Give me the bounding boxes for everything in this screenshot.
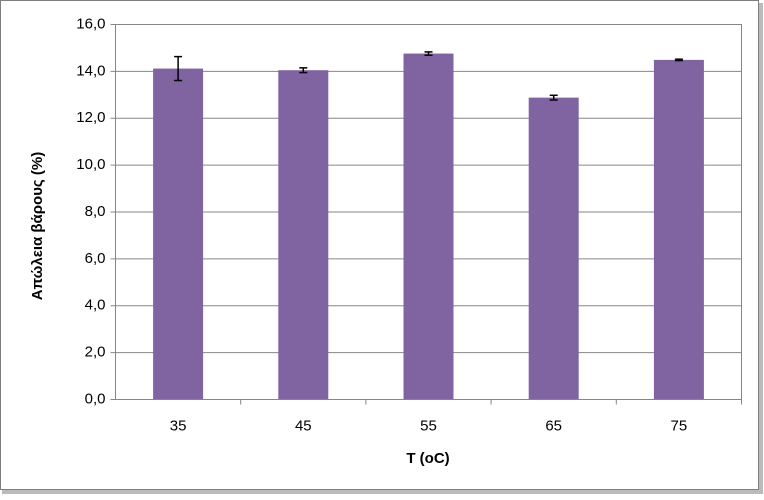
error-bar <box>299 67 308 74</box>
y-tick-label: 0,0 <box>85 390 106 407</box>
y-tick-label: 6,0 <box>85 250 106 267</box>
bar <box>403 53 454 400</box>
x-axis-title: T (oC) <box>406 450 449 467</box>
bar <box>528 97 579 400</box>
y-axis-title: Απώλεια βάρους (%) <box>29 152 46 300</box>
error-bar <box>674 58 683 62</box>
x-tick-label: 55 <box>420 417 437 434</box>
y-tick-label: 8,0 <box>85 203 106 220</box>
chart-frame <box>0 0 759 490</box>
x-tick-label: 35 <box>170 417 187 434</box>
x-tick-label: 75 <box>671 417 688 434</box>
error-bar <box>549 94 558 101</box>
x-tick-label: 45 <box>295 417 312 434</box>
y-tick-label: 16,0 <box>76 15 105 32</box>
x-tick-label: 65 <box>545 417 562 434</box>
error-bar <box>174 55 183 82</box>
error-bar <box>424 51 433 56</box>
y-tick-label: 12,0 <box>76 109 105 126</box>
bar <box>153 68 204 400</box>
bar <box>278 70 329 400</box>
y-tick-label: 10,0 <box>76 156 105 173</box>
y-tick-label: 4,0 <box>85 297 106 314</box>
y-tick-label: 14,0 <box>76 62 105 79</box>
bar <box>653 59 704 400</box>
y-tick-label: 2,0 <box>85 344 106 361</box>
